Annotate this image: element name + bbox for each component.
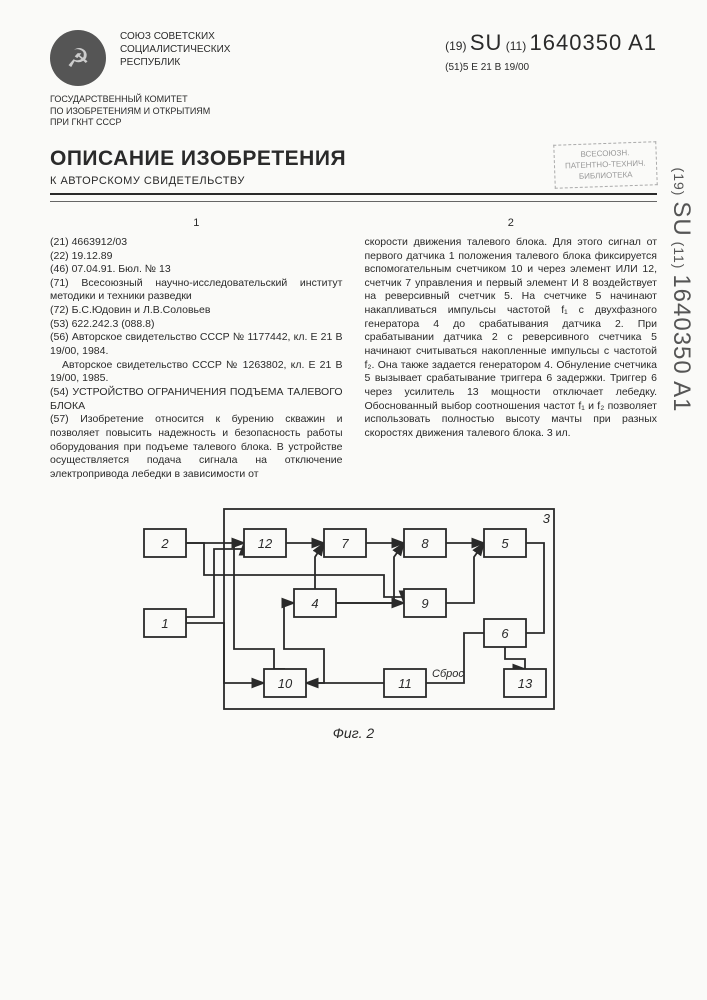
title-row: ОПИСАНИЕ ИЗОБРЕТЕНИЯ К АВТОРСКОМУ СВИДЕТ… bbox=[50, 143, 657, 195]
ipc-code: E 21 B 19/00 bbox=[471, 62, 529, 73]
pub-line: (19) SU (11) 1640350 A1 bbox=[445, 30, 657, 56]
union-l1: СОЮЗ СОВЕТСКИХ bbox=[120, 30, 230, 43]
block-diagram: 3 2 1 12 7 8 5 4 9 6 10 11 13 Сброс Фиг. 2 bbox=[124, 499, 584, 741]
col1-num: 1 bbox=[50, 216, 343, 230]
body-columns: 1 (21) 4663912/03 (22) 19.12.89 (46) 07.… bbox=[50, 216, 657, 482]
side-cc: SU bbox=[668, 201, 695, 236]
field-22: (22) 19.12.89 bbox=[50, 250, 343, 264]
column-1: 1 (21) 4663912/03 (22) 19.12.89 (46) 07.… bbox=[50, 216, 343, 482]
ipc-line: (51)5 E 21 B 19/00 bbox=[445, 62, 657, 73]
col2-body: скорости движения талевого блока. Для эт… bbox=[365, 236, 658, 441]
svg-text:2: 2 bbox=[160, 536, 169, 551]
library-stamp: ВСЕСОЮЗН. ПАТЕНТНО-ТЕХНИЧ. БИБЛИОТЕКА bbox=[554, 141, 658, 188]
rule bbox=[50, 201, 657, 202]
pub-number: 1640350 A1 bbox=[530, 30, 657, 55]
svg-text:1: 1 bbox=[161, 616, 168, 631]
figure-label: Фиг. 2 bbox=[124, 725, 584, 741]
column-2: 2 скорости движения талевого блока. Для … bbox=[365, 216, 658, 482]
side-mid: (11) bbox=[671, 242, 687, 270]
field-54: (54) УСТРОЙСТВО ОГРАНИЧЕНИЯ ПОДЪЕМА ТАЛЕ… bbox=[50, 386, 343, 413]
pub-info: (19) SU (11) 1640350 A1 (51)5 E 21 B 19/… bbox=[445, 30, 657, 73]
field-57: (57) Изобретение относится к бурению скв… bbox=[50, 413, 343, 481]
committee-l3: ПРИ ГКНТ СССР bbox=[50, 117, 657, 129]
diagram-svg: 3 2 1 12 7 8 5 4 9 6 10 11 13 Сброс bbox=[124, 499, 584, 719]
svg-text:5: 5 bbox=[501, 536, 509, 551]
title-wrap: ОПИСАНИЕ ИЗОБРЕТЕНИЯ К АВТОРСКОМУ СВИДЕТ… bbox=[50, 147, 346, 187]
field-72: (72) Б.С.Юдовин и Л.В.Соловьев bbox=[50, 304, 343, 318]
ussr-emblem bbox=[50, 30, 106, 86]
header-block: СОЮЗ СОВЕТСКИХ СОЦИАЛИСТИЧЕСКИХ РЕСПУБЛИ… bbox=[50, 30, 657, 86]
col2-num: 2 bbox=[365, 216, 658, 230]
field-46: (46) 07.04.91. Бюл. № 13 bbox=[50, 263, 343, 277]
committee-l2: ПО ИЗОБРЕТЕНИЯМ И ОТКРЫТИЯМ bbox=[50, 106, 657, 118]
field-71: (71) Всесоюзный научно-исследовательский… bbox=[50, 277, 343, 304]
svg-text:3: 3 bbox=[542, 511, 550, 526]
field-53: (53) 622.242.3 (088.8) bbox=[50, 318, 343, 332]
svg-text:8: 8 bbox=[421, 536, 429, 551]
svg-text:13: 13 bbox=[517, 676, 532, 691]
main-title: ОПИСАНИЕ ИЗОБРЕТЕНИЯ bbox=[50, 147, 346, 171]
union-l2: СОЦИАЛИСТИЧЕСКИХ bbox=[120, 43, 230, 56]
svg-text:7: 7 bbox=[341, 536, 349, 551]
svg-text:4: 4 bbox=[311, 596, 318, 611]
subtitle: К АВТОРСКОМУ СВИДЕТЕЛЬСТВУ bbox=[50, 175, 346, 187]
ipc-label: (51)5 bbox=[445, 62, 468, 73]
union-l3: РЕСПУБЛИК bbox=[120, 56, 230, 69]
svg-text:Сброс: Сброс bbox=[432, 668, 464, 680]
committee-l1: ГОСУДАРСТВЕННЫЙ КОМИТЕТ bbox=[50, 94, 657, 106]
pub-label: (11) bbox=[506, 39, 526, 53]
svg-text:11: 11 bbox=[398, 676, 412, 691]
field-21: (21) 4663912/03 bbox=[50, 236, 343, 250]
svg-text:9: 9 bbox=[421, 596, 428, 611]
svg-text:12: 12 bbox=[257, 536, 272, 551]
side-publication-number: (19) SU (11) 1640350 A1 bbox=[667, 140, 695, 440]
side-prefix: (19) bbox=[671, 168, 687, 197]
union-name: СОЮЗ СОВЕТСКИХ СОЦИАЛИСТИЧЕСКИХ РЕСПУБЛИ… bbox=[120, 30, 230, 69]
svg-text:10: 10 bbox=[277, 676, 292, 691]
country-code-label: (19) bbox=[445, 39, 466, 53]
committee-block: ГОСУДАРСТВЕННЫЙ КОМИТЕТ ПО ИЗОБРЕТЕНИЯМ … bbox=[50, 94, 657, 129]
field-56a: (56) Авторское свидетельство СССР № 1177… bbox=[50, 331, 343, 358]
side-num: 1640350 A1 bbox=[668, 274, 695, 412]
stamp-l3: БИБЛИОТЕКА bbox=[566, 169, 647, 183]
svg-text:6: 6 bbox=[501, 626, 509, 641]
patent-page: СОЮЗ СОВЕТСКИХ СОЦИАЛИСТИЧЕСКИХ РЕСПУБЛИ… bbox=[0, 0, 707, 1000]
country-code: SU bbox=[470, 30, 503, 55]
field-56b: Авторское свидетельство СССР № 1263802, … bbox=[50, 359, 343, 386]
